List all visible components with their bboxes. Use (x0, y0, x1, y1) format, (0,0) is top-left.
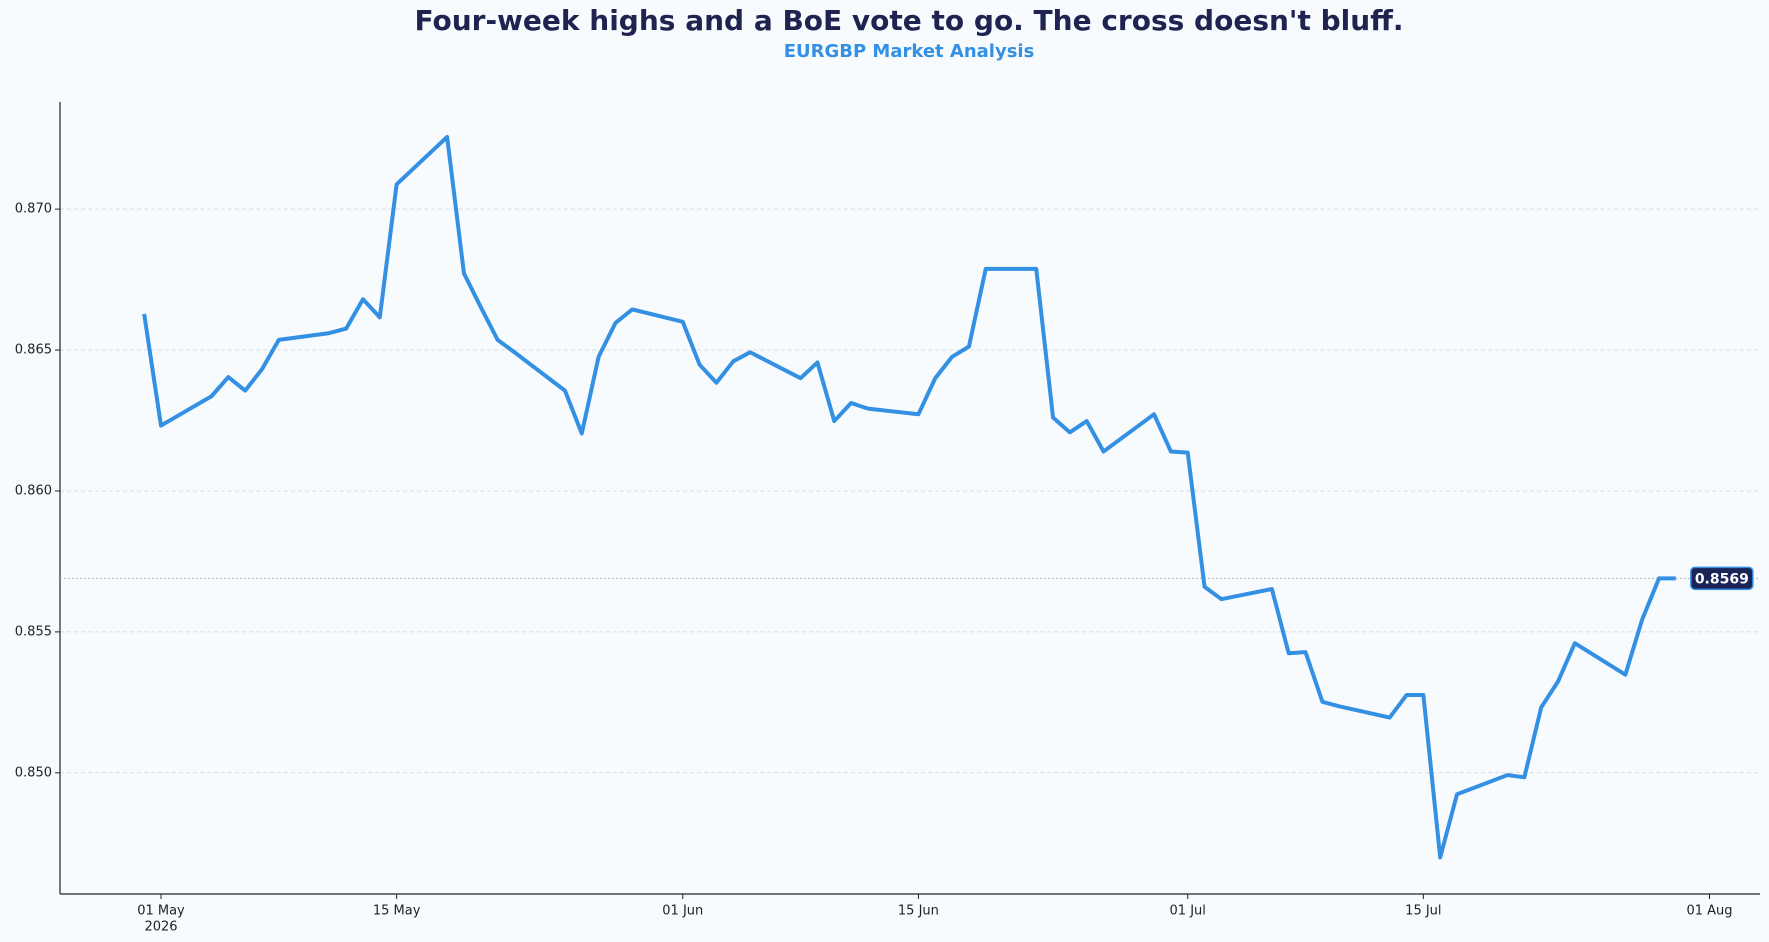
chart-subtitle: EURGBP Market Analysis (784, 41, 1035, 62)
y-tick-label: 0.870 (15, 202, 52, 217)
x-tick-label: 01 Jul (1170, 904, 1206, 919)
chart-title: Four-week highs and a BoE vote to go. Th… (414, 4, 1403, 37)
price-line (142, 134, 1676, 860)
x-tick-label: 15 Jun (898, 904, 939, 919)
x-tick-label: 15 May (373, 904, 421, 919)
x-tick-label: 01 May (137, 904, 185, 919)
y-tick-label: 0.855 (15, 624, 52, 639)
y-tick-label: 0.850 (15, 765, 52, 780)
x-tick-label: 01 Aug (1686, 904, 1732, 919)
x-tick-year: 2026 (144, 920, 177, 935)
x-tick-label: 15 Jul (1405, 904, 1441, 919)
y-tick-label: 0.860 (15, 483, 52, 498)
y-tick-label: 0.865 (15, 343, 52, 358)
x-tick-label: 01 Jun (662, 904, 703, 919)
last-value-label: 0.8569 (1695, 571, 1749, 587)
last-value-box (1690, 566, 1754, 591)
